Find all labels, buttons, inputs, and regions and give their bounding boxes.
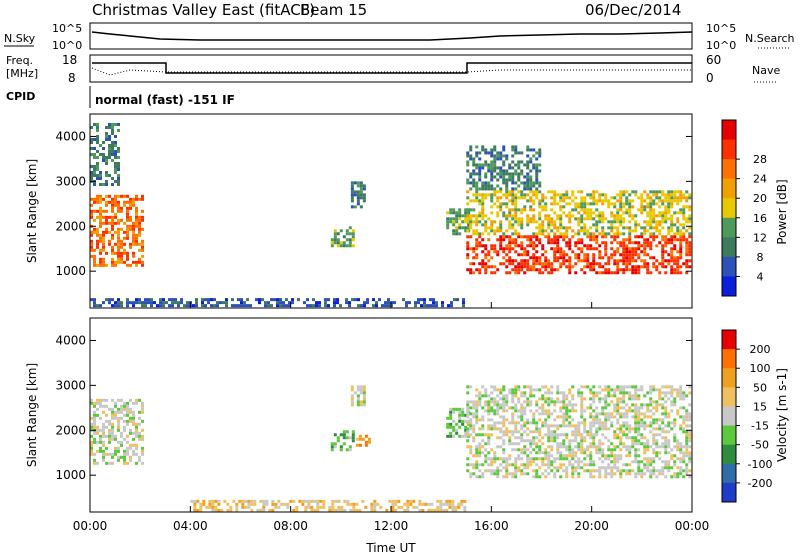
velocity-region-1 xyxy=(330,430,355,452)
power-colorbar-tick-label-4: 20 xyxy=(753,192,767,205)
velocity-ytick-label-3: 4000 xyxy=(55,333,86,347)
beam-label: Beam 15 xyxy=(300,1,367,19)
power-ytick-label-3: 4000 xyxy=(55,129,86,143)
noise-tick-top-right: 10^5 xyxy=(706,22,736,35)
time-tick-label-4: 16:00 xyxy=(474,519,509,533)
velocity-colorbar-tick-label-7: -200 xyxy=(748,477,773,490)
velocity-colorbar-segment-1 xyxy=(722,349,736,369)
velocity-colorbar-segment-4 xyxy=(722,406,736,427)
velocity-panel: 1000 2000 3000 4000 00:00 04:00 08:00 12:00 16:0… xyxy=(25,317,710,554)
noise-tick-top-left: 10^5 xyxy=(52,22,82,35)
velocity-region-0 xyxy=(90,398,144,465)
power-region-5 xyxy=(466,235,692,275)
power-colorbar: 4 8 12 16 20 24 28 xyxy=(721,119,767,297)
frequency-panel: Freq. [MHz] 18 8 60 0 Nave xyxy=(6,53,780,85)
nsearch-label: N.Search xyxy=(745,32,795,45)
noise-tick-bottom-left: 10^0 xyxy=(52,39,82,52)
nsky-label: N.Sky xyxy=(4,32,36,45)
freq-tick-top: 18 xyxy=(62,53,77,67)
freq-tick-bottom: 8 xyxy=(68,71,76,85)
velocity-ytick-label-2: 3000 xyxy=(55,378,86,392)
cpid-label: CPID xyxy=(6,90,35,103)
velocity-colorbar-segment-7 xyxy=(722,463,736,484)
cpid-row: CPID normal (fast) -151 IF xyxy=(6,86,235,108)
time-tick-label-3: 12:00 xyxy=(374,519,409,533)
time-tick-label-6: 00:00 xyxy=(675,519,710,533)
noise-trace xyxy=(91,31,693,41)
nave-label: Nave xyxy=(752,64,780,77)
frequency-trace xyxy=(92,62,692,74)
velocity-colorbar-tick-label-3: 15 xyxy=(753,400,767,413)
power-colorbar-segment-5 xyxy=(722,217,736,238)
velocity-colorbar-segment-6 xyxy=(722,444,736,465)
freq-label-line1: Freq. xyxy=(6,54,33,67)
velocity-colorbar-label: Velocity [m s-1] xyxy=(775,368,789,462)
velocity-colorbar-tick-label-1: 100 xyxy=(750,362,771,375)
power-colorbar-segment-1 xyxy=(722,139,736,160)
velocity-colorbar-segment-2 xyxy=(722,368,736,388)
velocity-colorbar-tick-label-4: -15 xyxy=(751,420,769,433)
power-colorbar-segment-7 xyxy=(722,256,736,277)
power-colorbar-tick-label-2: 12 xyxy=(753,231,767,244)
velocity-colorbar-tick-label-2: 50 xyxy=(753,381,767,394)
power-colorbar-tick-label-1: 8 xyxy=(757,251,764,264)
power-colorbar-segment-2 xyxy=(722,159,736,180)
velocity-region-6 xyxy=(466,385,692,431)
power-panel: 1000 2000 3000 4000 Slant Range [km] xyxy=(25,113,693,309)
time-axis-label: Time UT xyxy=(365,541,416,554)
power-region-8 xyxy=(90,298,465,308)
velocity-ytick-label-0: 1000 xyxy=(55,468,86,482)
velocity-region-7 xyxy=(190,499,467,512)
power-region-2 xyxy=(330,226,355,248)
power-ytick-label-0: 1000 xyxy=(55,264,86,278)
power-colorbar-segment-3 xyxy=(722,178,736,199)
velocity-colorbar: 200 100 50 15 -15 -50 -100 -200 xyxy=(721,329,773,503)
power-colorbar-segment-0 xyxy=(722,120,736,141)
power-y-axis-label: Slant Range [km] xyxy=(25,159,39,263)
nave-tick-bottom: 0 xyxy=(706,71,714,85)
power-region-3 xyxy=(350,181,366,209)
time-tick-label-1: 04:00 xyxy=(173,519,208,533)
velocity-ytick-label-1: 2000 xyxy=(55,423,86,437)
power-colorbar-segment-6 xyxy=(722,237,736,258)
power-colorbar-label: Power [dB] xyxy=(775,179,789,244)
power-colorbar-segment-4 xyxy=(722,198,736,219)
velocity-region-3 xyxy=(350,385,366,407)
time-tick-label-5: 20:00 xyxy=(574,519,609,533)
nave-trace xyxy=(91,67,692,76)
power-region-7 xyxy=(466,145,542,191)
time-tick-label-0: 00:00 xyxy=(73,519,108,533)
power-region-1 xyxy=(90,122,120,186)
velocity-colorbar-tick-label-6: -100 xyxy=(748,458,773,471)
power-region-0 xyxy=(90,194,144,267)
power-colorbar-tick-label-3: 16 xyxy=(753,212,767,225)
power-ytick-label-2: 3000 xyxy=(55,174,86,188)
velocity-y-axis-label: Slant Range [km] xyxy=(25,363,39,467)
velocity-colorbar-segment-8 xyxy=(722,482,736,503)
power-colorbar-tick-label-6: 28 xyxy=(753,153,767,166)
nave-tick-top: 60 xyxy=(706,53,721,67)
freq-label-line2: [MHz] xyxy=(6,67,38,80)
velocity-region-5 xyxy=(466,430,692,479)
power-region-6 xyxy=(466,190,692,236)
noise-tick-bottom-right: 10^0 xyxy=(706,39,736,52)
date-label: 06/Dec/2014 xyxy=(585,1,681,19)
velocity-colorbar-tick-label-5: -50 xyxy=(751,439,769,452)
time-tick-label-2: 08:00 xyxy=(273,519,308,533)
velocity-colorbar-segment-0 xyxy=(722,330,736,350)
power-colorbar-tick-label-0: 4 xyxy=(757,270,764,283)
velocity-region-2 xyxy=(355,434,371,447)
station-title: Christmas Valley East (fitACF) xyxy=(92,1,315,19)
velocity-colorbar-segment-5 xyxy=(722,425,736,446)
noise-panel: N.Sky 10^5 10^0 10^5 10^0 N.Search xyxy=(4,22,795,52)
power-colorbar-segment-8 xyxy=(722,276,736,297)
velocity-colorbar-tick-label-0: 200 xyxy=(750,343,771,356)
velocity-colorbar-segment-3 xyxy=(722,387,736,407)
cpid-value: normal (fast) -151 IF xyxy=(95,93,235,107)
power-colorbar-tick-label-5: 24 xyxy=(753,173,767,186)
power-ytick-label-1: 2000 xyxy=(55,219,86,233)
